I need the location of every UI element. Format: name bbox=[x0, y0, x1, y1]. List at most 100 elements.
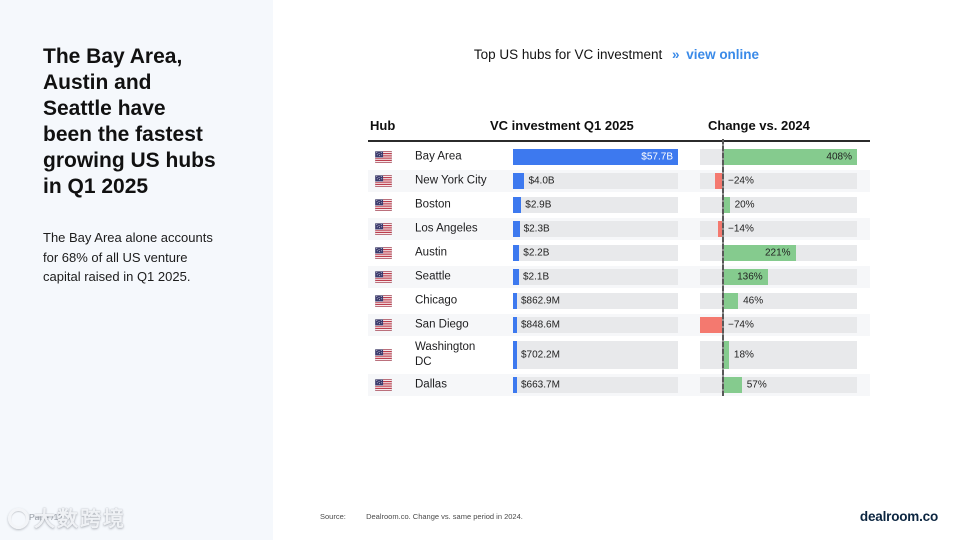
table-row: Chicago $862.9M 46% bbox=[368, 290, 870, 312]
change-value-label: 408% bbox=[826, 151, 852, 163]
us-flag-icon bbox=[374, 246, 393, 260]
table-row: New York City $4.0B −24% bbox=[368, 170, 870, 192]
table-row: Seattle $2.1B 136% bbox=[368, 266, 870, 288]
change-value-label: 57% bbox=[746, 379, 767, 391]
investment-bar-track: $4.0B bbox=[513, 173, 678, 189]
table-header-row: Hub VC investment Q1 2025 Change vs. 202… bbox=[368, 118, 870, 139]
us-flag-icon bbox=[374, 270, 393, 284]
investment-bar bbox=[513, 245, 520, 261]
slide-title: The Bay Area, Austin and Seattle have be… bbox=[43, 45, 216, 199]
change-bar bbox=[723, 293, 739, 309]
page-number-label: Page /13 bbox=[29, 512, 64, 522]
us-flag-icon bbox=[374, 198, 393, 212]
change-value-label: 221% bbox=[765, 247, 791, 259]
change-bar-track: −14% bbox=[700, 221, 857, 237]
watermark: 大数跨境 bbox=[8, 503, 126, 533]
us-flag-icon bbox=[374, 318, 393, 332]
investment-bar-track: $848.6M bbox=[513, 317, 678, 333]
sidebar: The Bay Area, Austin and Seattle have be… bbox=[0, 0, 273, 540]
investment-bar-track: $663.7M bbox=[513, 377, 678, 393]
source-text: Dealroom.co. Change vs. same period in 2… bbox=[366, 512, 523, 521]
investment-bar bbox=[513, 173, 525, 189]
change-bar-track: 221% bbox=[700, 245, 857, 261]
hub-name: Bay Area bbox=[415, 150, 462, 163]
change-value-label: −74% bbox=[728, 319, 754, 331]
change-bar bbox=[700, 317, 723, 333]
vc-table: Hub VC investment Q1 2025 Change vs. 202… bbox=[368, 118, 870, 398]
investment-value-label: $4.0B bbox=[528, 175, 555, 187]
header-rule bbox=[368, 140, 870, 142]
hub-name: Los Angeles bbox=[415, 222, 478, 235]
change-bar-track: 136% bbox=[700, 269, 857, 285]
investment-bar-track: $702.2M bbox=[513, 341, 678, 369]
investment-bar-track: $2.2B bbox=[513, 245, 678, 261]
chart-title: Top US hubs for VC investment bbox=[473, 47, 663, 62]
chevrons-icon: » bbox=[672, 47, 680, 62]
zero-axis-line bbox=[722, 139, 724, 396]
us-flag-icon bbox=[374, 222, 393, 236]
slide-subtitle: The Bay Area alone accounts for 68% of a… bbox=[43, 230, 213, 284]
column-header-investment: VC investment Q1 2025 bbox=[490, 118, 634, 133]
hub-name: Dallas bbox=[415, 378, 447, 391]
change-bar-track: 18% bbox=[700, 341, 857, 369]
investment-bar-track: $862.9M bbox=[513, 293, 678, 309]
table-row: Bay Area $57.7B 408% bbox=[368, 146, 870, 168]
change-value-label: 136% bbox=[737, 271, 763, 283]
source-note: Source: Dealroom.co. Change vs. same per… bbox=[320, 512, 523, 521]
us-flag-icon bbox=[374, 348, 393, 362]
change-bar bbox=[723, 197, 730, 213]
investment-value-label: $2.2B bbox=[523, 247, 550, 259]
change-value-label: 20% bbox=[734, 199, 755, 211]
change-bar-track: 408% bbox=[700, 149, 857, 165]
column-header-hub: Hub bbox=[370, 118, 396, 133]
investment-value-label: $862.9M bbox=[521, 295, 560, 307]
investment-bar bbox=[513, 221, 520, 237]
view-online-link[interactable]: view online bbox=[686, 47, 760, 62]
investment-value-label: $848.6M bbox=[521, 319, 560, 331]
change-value-label: −14% bbox=[728, 223, 754, 235]
investment-bar bbox=[513, 341, 517, 369]
investment-bar-track: $2.9B bbox=[513, 197, 678, 213]
change-bar bbox=[723, 341, 729, 369]
change-bar-track: 20% bbox=[700, 197, 857, 213]
change-bar bbox=[723, 377, 742, 393]
change-bar bbox=[715, 173, 723, 189]
us-flag-icon bbox=[374, 150, 393, 164]
change-value-label: −24% bbox=[728, 175, 754, 187]
change-bar bbox=[723, 149, 857, 165]
investment-value-label: $57.7B bbox=[641, 151, 673, 163]
us-flag-icon bbox=[374, 294, 393, 308]
investment-bar bbox=[513, 377, 517, 393]
change-value-label: 46% bbox=[743, 295, 764, 307]
investment-bar-track: $2.1B bbox=[513, 269, 678, 285]
investment-bar bbox=[513, 293, 517, 309]
investment-value-label: $663.7M bbox=[521, 379, 560, 391]
table-row: Austin $2.2B 221% bbox=[368, 242, 870, 264]
investment-value-label: $2.9B bbox=[525, 199, 552, 211]
change-bar bbox=[723, 269, 768, 285]
table-row: Washington DC $702.2M 18% bbox=[368, 338, 870, 372]
hub-name: Seattle bbox=[415, 270, 451, 283]
watermark-logo-icon bbox=[8, 507, 29, 529]
investment-value-label: $2.1B bbox=[523, 271, 550, 283]
change-value-label: 18% bbox=[733, 349, 754, 361]
table-body: Bay Area $57.7B 408% bbox=[368, 139, 870, 396]
dealroom-logo: dealroom.co bbox=[859, 509, 938, 524]
change-bar bbox=[718, 221, 723, 237]
investment-bar bbox=[513, 317, 517, 333]
table-row: San Diego $848.6M −74% bbox=[368, 314, 870, 336]
change-bar-track: −24% bbox=[700, 173, 857, 189]
table-row: Dallas $663.7M 57% bbox=[368, 374, 870, 396]
source-label: Source: bbox=[320, 512, 346, 521]
hub-name: Boston bbox=[415, 198, 451, 211]
chart-header: Top US hubs for VC investment » view onl… bbox=[273, 47, 960, 62]
investment-bar bbox=[513, 149, 678, 165]
change-bar-track: −74% bbox=[700, 317, 857, 333]
hub-name: Washington DC bbox=[415, 341, 476, 368]
us-flag-icon bbox=[374, 378, 393, 392]
investment-bar-track: $2.3B bbox=[513, 221, 678, 237]
investment-bar bbox=[513, 197, 522, 213]
table-row: Boston $2.9B 20% bbox=[368, 194, 870, 216]
change-bar bbox=[723, 245, 796, 261]
